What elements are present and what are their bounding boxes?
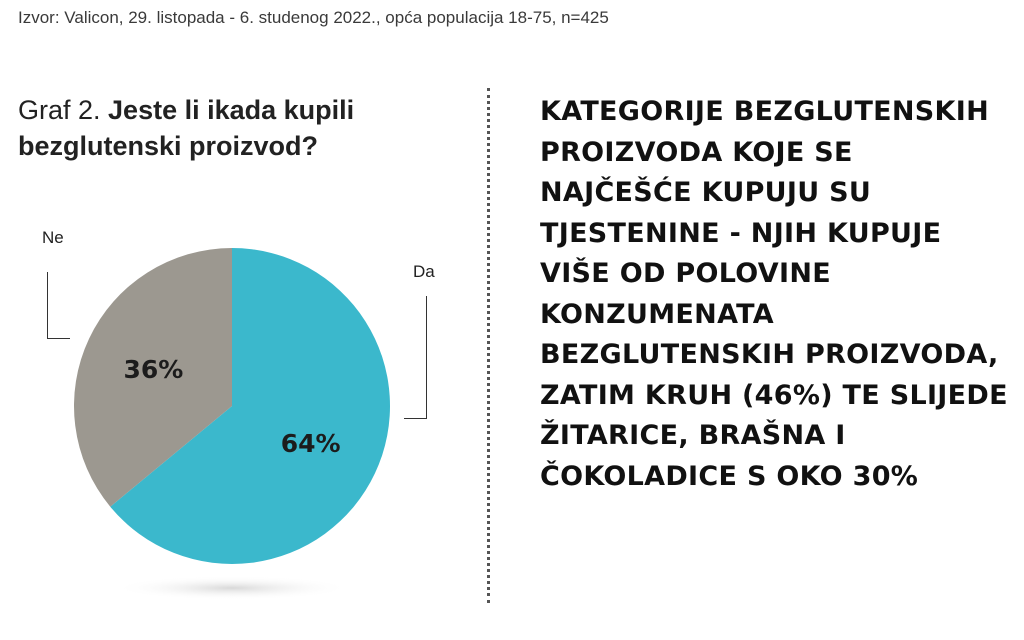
pie-slice-da (110, 248, 390, 564)
legend-label-ne: Ne (42, 228, 64, 247)
headline-text: KATEGORIJE BEZGLUTENSKIH PROIZVODA KOJE … (540, 96, 1008, 492)
legend-bracket-ne (47, 272, 70, 339)
pie-label-da: 64% (281, 429, 341, 458)
pie-chart: 64% 36% (73, 248, 390, 600)
pie-label-ne: 36% (123, 355, 183, 384)
pie-slice-ne (73, 248, 232, 507)
chart-title-prefix: Graf 2. (18, 95, 109, 125)
column-divider (487, 88, 490, 603)
legend-label-da: Da (413, 262, 435, 281)
legend-bracket-da (404, 296, 427, 419)
chart-title-question: Jeste li ikada kupili bezglutenski proiz… (18, 95, 355, 161)
pie-shadow (114, 576, 350, 600)
chart-title: Graf 2. Jeste li ikada kupili bezglutens… (18, 92, 458, 164)
source-note: Izvor: Valicon, 29. listopada - 6. stude… (18, 8, 609, 27)
